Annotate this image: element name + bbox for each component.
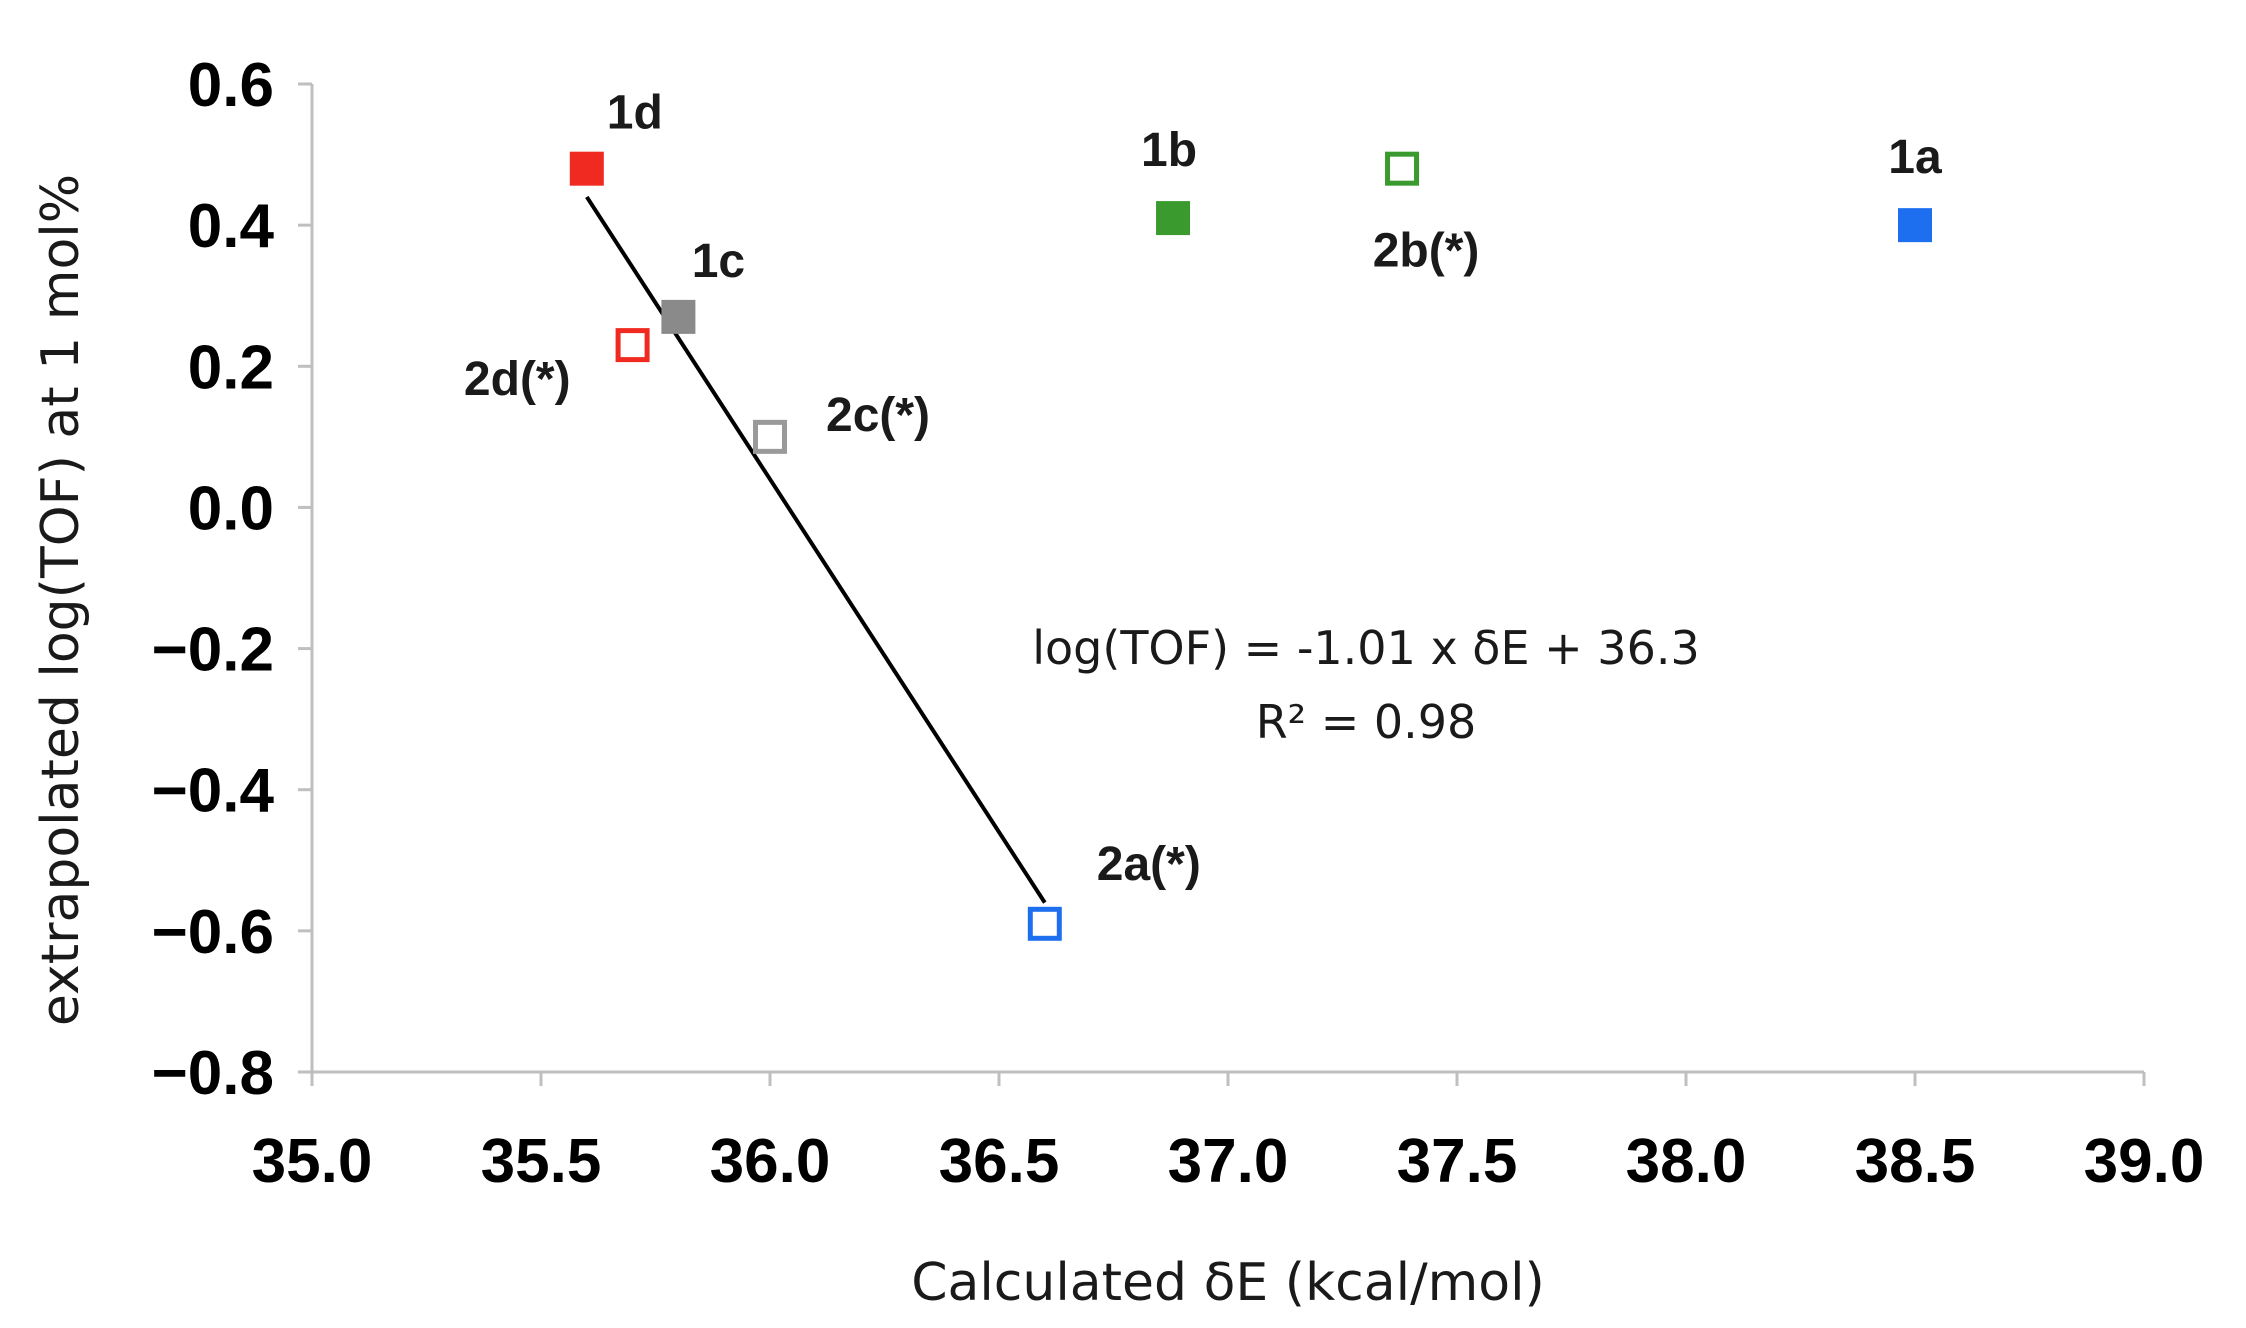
point-label-1c: 1c <box>692 235 745 288</box>
trendline <box>585 195 1047 904</box>
x-tick-label: 38.0 <box>1626 1127 1747 1196</box>
point-marker-2b <box>1385 151 1420 186</box>
point-label-1a: 1a <box>1888 131 1942 184</box>
y-axis-title: extrapolated log(TOF) at 1 mol% <box>31 174 91 1026</box>
r-squared-text: R² = 0.98 <box>1256 695 1477 749</box>
point-labels: 1a 1b 1c 1d 2a(*) 2b(*) 2c(*) 2d(*) <box>464 87 1942 891</box>
y-tick-label: 0.6 <box>188 51 274 120</box>
y-tick-label: −0.2 <box>152 616 274 685</box>
x-tick-label: 35.5 <box>481 1127 602 1196</box>
point-marker-1b <box>1156 201 1191 236</box>
point-marker-2a <box>1027 906 1062 941</box>
x-tick-label: 35.0 <box>252 1127 373 1196</box>
point-label-1d: 1d <box>607 87 663 140</box>
y-tick-label: −0.6 <box>152 898 274 967</box>
x-axis-ticks: 35.0 35.5 36.0 36.5 37.0 37.5 38.0 38.5 39.0 <box>252 1072 2205 1196</box>
y-tick-label: −0.8 <box>152 1039 274 1108</box>
y-tick-label: 0.0 <box>188 474 274 543</box>
point-marker-2c <box>753 419 787 454</box>
point-marker-1d <box>569 151 604 186</box>
point-label-2c: 2c(*) <box>826 389 930 442</box>
x-tick-label: 36.0 <box>710 1127 831 1196</box>
x-tick-label: 37.0 <box>1168 1127 1289 1196</box>
y-tick-label: −0.4 <box>152 757 275 826</box>
equation-text: log(TOF) = -1.01 x δE + 36.3 <box>1032 621 1699 675</box>
point-marker-1c <box>661 299 696 334</box>
y-tick-label: 0.2 <box>188 333 274 402</box>
x-tick-label: 38.5 <box>1855 1127 1976 1196</box>
point-label-1b: 1b <box>1141 124 1197 177</box>
point-label-2d: 2d(*) <box>464 353 571 406</box>
data-points <box>569 151 1932 941</box>
axes <box>310 84 2144 1074</box>
point-marker-2d <box>615 328 650 363</box>
x-tick-label: 37.5 <box>1397 1127 1518 1196</box>
x-tick-label: 39.0 <box>2084 1127 2205 1196</box>
x-tick-label: 36.5 <box>939 1127 1060 1196</box>
point-marker-1a <box>1898 208 1932 243</box>
y-tick-label: 0.4 <box>188 192 275 261</box>
point-label-2b: 2b(*) <box>1373 225 1480 278</box>
x-axis-title: Calculated δE (kcal/mol) <box>911 1253 1545 1313</box>
y-axis-ticks: 0.6 0.4 0.2 0.0 −0.2 −0.4 −0.6 −0.8 <box>152 51 312 1108</box>
point-label-2a: 2a(*) <box>1097 838 1201 891</box>
